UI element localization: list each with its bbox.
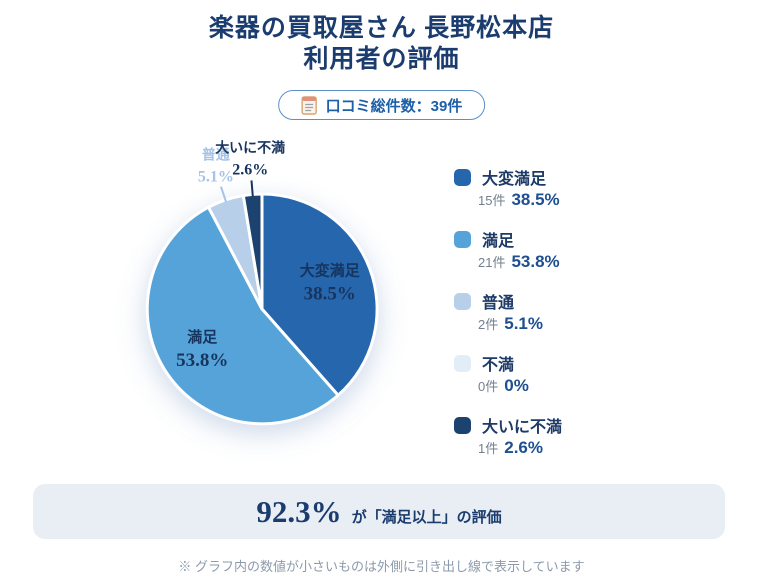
legend-item: 満足 21件 53.8% xyxy=(454,228,562,274)
legend-label: 大いに不満 xyxy=(482,419,563,436)
legend-item-header: 大変満足 xyxy=(454,166,562,188)
legend-item: 大変満足 15件 38.5% xyxy=(454,166,562,212)
legend-label: 大変満足 xyxy=(482,171,547,188)
slice-label: 普通 xyxy=(202,147,230,163)
legend-color-swatch xyxy=(454,292,471,310)
legend-color-swatch xyxy=(454,354,471,372)
legend-label: 普通 xyxy=(482,295,515,312)
legend-item-values: 2件 5.1% xyxy=(478,314,562,336)
legend-item: 不満 0件 0% xyxy=(454,352,562,398)
legend-color-swatch xyxy=(454,230,471,248)
legend-item-header: 満足 xyxy=(454,228,562,250)
legend-count: 21件 xyxy=(478,255,506,270)
pie-shadow-halo xyxy=(112,175,412,465)
review-count-label: 口コミ総件数：39件 xyxy=(325,97,463,115)
memo-icon xyxy=(300,95,317,115)
legend-percentage: 38.5% xyxy=(511,190,560,209)
legend-count: 0件 xyxy=(478,379,499,394)
legend-count: 15件 xyxy=(478,193,506,208)
legend-label: 不満 xyxy=(482,357,515,374)
chart-legend: 大変満足 15件 38.5% 満足 21件 53.8% 普通 xyxy=(454,166,562,476)
page-title-line1: 楽器の買取屋さん 長野松本店 xyxy=(208,15,555,42)
review-count-badge: 口コミ総件数：39件 xyxy=(277,90,486,120)
legend-item-values: 1件 2.6% xyxy=(478,438,562,460)
page-title-line2: 利用者の評価 xyxy=(303,46,460,73)
legend-item-header: 不満 xyxy=(454,352,562,374)
legend-percentage: 5.1% xyxy=(504,314,543,333)
legend-percentage: 53.8% xyxy=(511,252,560,271)
summary-percentage: 92.3% xyxy=(256,494,342,529)
legend-color-swatch xyxy=(454,416,471,434)
legend-item: 大いに不満 1件 2.6% xyxy=(454,414,562,460)
legend-item-header: 大いに不満 xyxy=(454,414,562,436)
legend-color-swatch xyxy=(454,168,471,186)
legend-item-values: 15件 38.5% xyxy=(478,190,562,212)
summary-banner: 92.3% が「満足以上」の評価 xyxy=(33,484,725,539)
footnote: ※ グラフ内の数値が小さいものは外側に引き出し線で表示しています xyxy=(178,559,585,574)
legend-item-header: 普通 xyxy=(454,290,562,312)
legend-item-values: 21件 53.8% xyxy=(478,252,562,274)
legend-percentage: 2.6% xyxy=(504,438,543,457)
slice-label: 大いに不満 xyxy=(215,140,285,156)
legend-count: 1件 xyxy=(478,441,499,456)
legend-percentage: 0% xyxy=(504,376,529,395)
legend-item-values: 0件 0% xyxy=(478,376,562,398)
summary-text: が「満足以上」の評価 xyxy=(351,509,502,526)
legend-count: 2件 xyxy=(478,317,499,332)
legend-item: 普通 2件 5.1% xyxy=(454,290,562,336)
legend-label: 満足 xyxy=(482,233,515,250)
page-title: 楽器の買取屋さん 長野松本店 利用者の評価 xyxy=(0,13,763,75)
